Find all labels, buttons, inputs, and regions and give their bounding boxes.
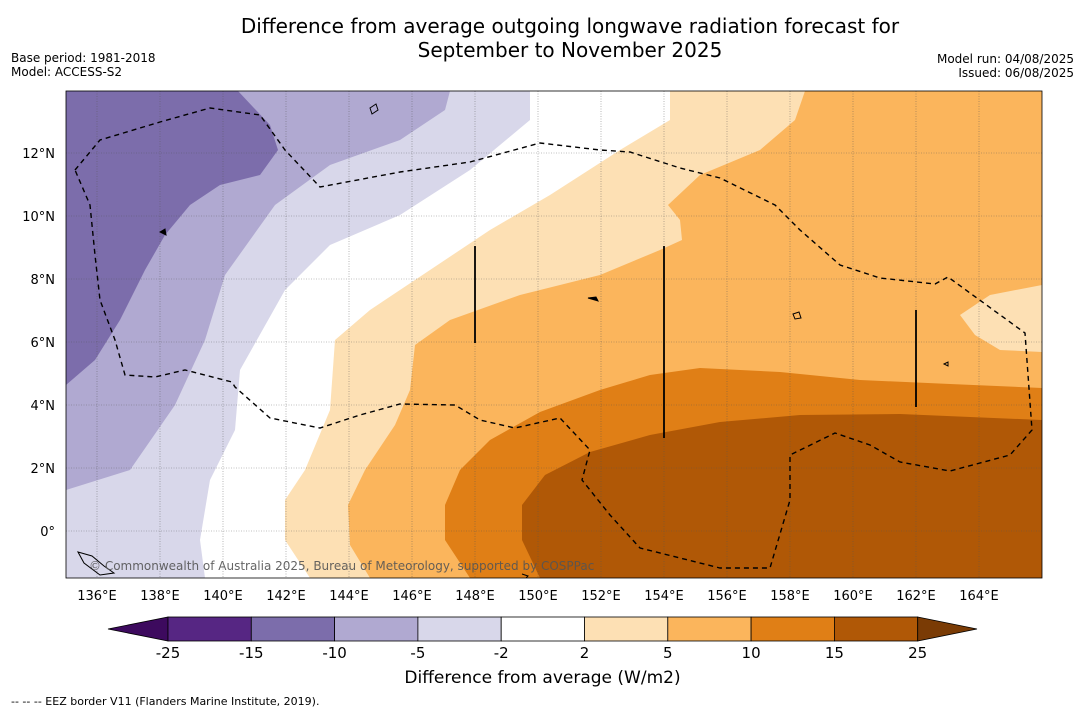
contour-15-to-25 [522, 414, 1042, 578]
colorbar-tick-label: -25 [156, 644, 181, 662]
right-metadata: Model run: 04/08/2025 Issued: 06/08/2025 [937, 52, 1074, 80]
lat-tick-label: 10°N [22, 210, 55, 225]
title-line-1: Difference from average outgoing longwav… [240, 14, 900, 38]
latitude-labels: 12°N 10°N 8°N 6°N 4°N 2°N 0° [22, 147, 55, 540]
lon-tick-label: 160°E [833, 589, 873, 604]
eez-footnote: -- -- -- EEZ border V11 (Flanders Marine… [11, 695, 320, 708]
lon-tick-label: 150°E [518, 589, 558, 604]
colorbar-extend-high [917, 616, 978, 642]
lon-tick-label: 140°E [203, 589, 243, 604]
colorbar-title: Difference from average (W/m2) [404, 668, 681, 688]
lon-tick-label: 146°E [392, 589, 432, 604]
eez-borders [74, 107, 1033, 569]
lon-tick-label: 136°E [77, 589, 117, 604]
model-text: Model: ACCESS-S2 [11, 65, 123, 79]
lon-tick-label: 156°E [707, 589, 747, 604]
lat-tick-label: 4°N [31, 399, 56, 414]
olr-anomaly-map: © Commonwealth of Australia 2025, Bureau… [22, 90, 1043, 662]
colorbar-tick-label: -10 [322, 644, 347, 662]
lon-tick-label: 152°E [581, 589, 621, 604]
longitude-labels: 136°E 138°E 140°E 142°E 144°E 146°E 148°E 150°E… [77, 589, 999, 604]
map-title: Difference from average outgoing longwav… [150, 14, 990, 62]
colorbar-segment [667, 616, 752, 642]
lat-tick-label: 6°N [31, 336, 56, 351]
title-line-2: September to November 2025 [417, 38, 723, 62]
colorbar-segment [584, 616, 669, 642]
map-frame [65, 90, 1043, 579]
lon-tick-label: 148°E [455, 589, 495, 604]
lat-tick-label: 2°N [31, 462, 56, 477]
colorbar-segment [167, 616, 252, 642]
lon-tick-label: 142°E [266, 589, 306, 604]
issued-text: Issued: 06/08/2025 [958, 66, 1074, 80]
colorbar-tick-label: 15 [825, 644, 844, 662]
left-metadata: Base period: 1981-2018 Model: ACCESS-S2 [11, 51, 156, 79]
lon-tick-label: 144°E [329, 589, 369, 604]
colorbar-extend-low [107, 616, 169, 642]
contour-minus10-to-minus15 [66, 91, 278, 385]
colorbar-tick-label: -5 [410, 644, 425, 662]
islands [76, 103, 949, 578]
colorbar-segment [417, 616, 502, 642]
colorbar-segment [834, 616, 919, 642]
colorbar-segment [500, 616, 585, 642]
colorbar [107, 616, 978, 642]
colorbar-tick-label: 10 [742, 644, 761, 662]
model-run-text: Model run: 04/08/2025 [936, 52, 1074, 66]
colorbar-tick-label: -2 [494, 644, 509, 662]
copyright-text: © Commonwealth of Australia 2025, Bureau… [89, 559, 594, 573]
colorbar-labels: -25 -15 -10 -5 -2 2 5 10 15 25 [156, 644, 927, 662]
lon-tick-label: 138°E [140, 589, 180, 604]
colorbar-tick-label: 2 [580, 644, 590, 662]
lat-tick-label: 8°N [31, 273, 56, 288]
lon-tick-label: 164°E [959, 589, 999, 604]
lon-tick-label: 154°E [644, 589, 684, 604]
lat-tick-label: 12°N [22, 147, 55, 162]
colorbar-tick-label: 5 [663, 644, 673, 662]
lat-tick-label: 0° [40, 525, 55, 540]
colorbar-segment [250, 616, 336, 642]
colorbar-segment [334, 616, 419, 642]
lon-tick-label: 162°E [896, 589, 936, 604]
filled-contours: © Commonwealth of Australia 2025, Bureau… [66, 91, 1042, 578]
colorbar-segment [750, 616, 835, 642]
base-period-text: Base period: 1981-2018 [11, 51, 156, 65]
lon-tick-label: 158°E [770, 589, 810, 604]
colorbar-tick-label: 25 [908, 644, 927, 662]
colorbar-tick-label: -15 [239, 644, 264, 662]
boundary-lines [474, 246, 917, 438]
